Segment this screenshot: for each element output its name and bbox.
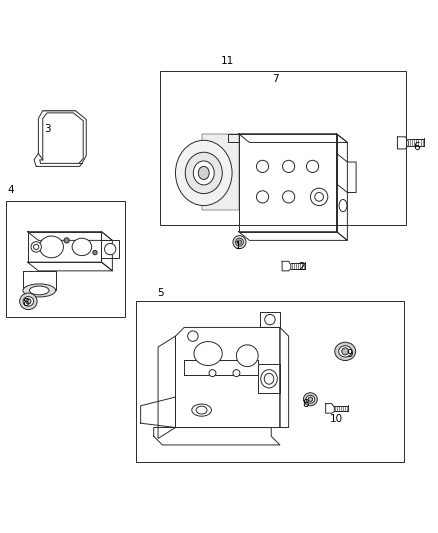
- Text: 4: 4: [7, 185, 14, 195]
- Circle shape: [93, 251, 97, 255]
- Circle shape: [283, 160, 295, 173]
- Ellipse shape: [306, 395, 315, 403]
- Ellipse shape: [339, 199, 347, 212]
- Circle shape: [105, 244, 116, 255]
- Ellipse shape: [236, 238, 244, 246]
- Bar: [136, 301, 404, 462]
- Text: 1: 1: [235, 240, 242, 251]
- Ellipse shape: [20, 293, 37, 310]
- Bar: [201, 134, 239, 210]
- Ellipse shape: [23, 296, 34, 306]
- Ellipse shape: [176, 140, 232, 206]
- Ellipse shape: [261, 370, 277, 388]
- Text: 11: 11: [221, 56, 234, 66]
- Ellipse shape: [194, 342, 222, 366]
- Ellipse shape: [23, 284, 56, 297]
- Ellipse shape: [264, 373, 274, 384]
- Ellipse shape: [342, 348, 349, 355]
- Ellipse shape: [29, 286, 49, 295]
- Bar: [160, 71, 406, 225]
- Ellipse shape: [39, 236, 64, 258]
- Ellipse shape: [308, 397, 313, 401]
- Text: 2: 2: [298, 262, 305, 272]
- Circle shape: [187, 331, 198, 341]
- Circle shape: [311, 188, 328, 206]
- Circle shape: [315, 192, 323, 201]
- Ellipse shape: [193, 161, 214, 185]
- Ellipse shape: [237, 345, 258, 367]
- Bar: [6, 201, 125, 317]
- Circle shape: [34, 244, 39, 249]
- Circle shape: [209, 370, 216, 377]
- Ellipse shape: [335, 342, 356, 360]
- Ellipse shape: [26, 298, 31, 304]
- Text: 9: 9: [346, 349, 353, 359]
- Text: 7: 7: [272, 75, 279, 84]
- Ellipse shape: [72, 238, 92, 256]
- Circle shape: [283, 191, 295, 203]
- Text: 10: 10: [330, 414, 343, 424]
- Ellipse shape: [339, 346, 352, 357]
- Ellipse shape: [192, 404, 212, 416]
- Circle shape: [31, 241, 42, 252]
- Ellipse shape: [196, 406, 207, 414]
- Ellipse shape: [304, 393, 318, 406]
- Ellipse shape: [198, 166, 209, 180]
- Circle shape: [256, 191, 268, 203]
- Text: 8: 8: [22, 298, 28, 309]
- Ellipse shape: [233, 236, 246, 249]
- Ellipse shape: [185, 152, 222, 193]
- Text: 6: 6: [414, 142, 420, 152]
- Text: 8: 8: [303, 399, 309, 409]
- Circle shape: [256, 160, 268, 173]
- Circle shape: [64, 238, 69, 243]
- Circle shape: [307, 160, 319, 173]
- Text: 5: 5: [157, 288, 163, 298]
- Text: 3: 3: [44, 124, 50, 134]
- Circle shape: [233, 370, 240, 377]
- Circle shape: [265, 314, 275, 325]
- Ellipse shape: [237, 240, 242, 244]
